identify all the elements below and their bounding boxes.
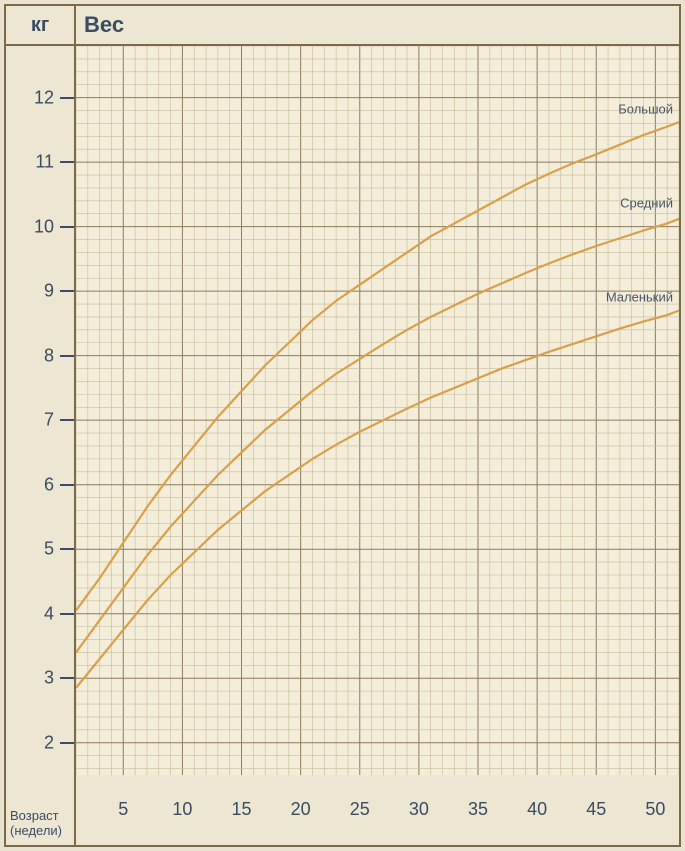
y-axis: 2 3 4 5 6 7 8 9 10 11 12 bbox=[6, 46, 76, 845]
y-tick-label: 8 bbox=[44, 345, 54, 366]
x-axis: Возраст (недели) 5 10 15 20 25 30 35 40 45 50 bbox=[6, 775, 679, 845]
x-tick-label: 10 bbox=[172, 799, 192, 820]
y-tick-label: 5 bbox=[44, 539, 54, 560]
series-label-Маленький: Маленький bbox=[606, 289, 673, 304]
x-axis-label: Возраст (недели) bbox=[6, 809, 76, 839]
x-axis-label-line1: Возраст bbox=[10, 808, 59, 823]
y-tick-label: 3 bbox=[44, 668, 54, 689]
series-Маленький bbox=[76, 311, 679, 688]
y-tick-mark bbox=[60, 742, 74, 744]
y-tick-mark bbox=[60, 161, 74, 163]
x-tick-label: 15 bbox=[232, 799, 252, 820]
y-tick-label: 9 bbox=[44, 281, 54, 302]
y-tick-mark bbox=[60, 548, 74, 550]
y-tick-label: 7 bbox=[44, 410, 54, 431]
x-tick-label: 30 bbox=[409, 799, 429, 820]
y-tick-label: 2 bbox=[44, 732, 54, 753]
y-unit-label: кг bbox=[6, 6, 76, 46]
x-tick-label: 20 bbox=[291, 799, 311, 820]
series-Большой bbox=[76, 122, 679, 610]
y-tick-mark bbox=[60, 613, 74, 615]
x-tick-label: 40 bbox=[527, 799, 547, 820]
y-tick-mark bbox=[60, 97, 74, 99]
series-Средний bbox=[76, 219, 679, 653]
y-tick-label: 4 bbox=[44, 603, 54, 624]
y-tick-mark bbox=[60, 419, 74, 421]
y-tick-label: 12 bbox=[34, 87, 54, 108]
y-tick-mark bbox=[60, 355, 74, 357]
y-tick-mark bbox=[60, 226, 74, 228]
x-axis-label-line2: (недели) bbox=[10, 823, 62, 838]
x-tick-label: 35 bbox=[468, 799, 488, 820]
y-tick-label: 11 bbox=[35, 152, 54, 173]
y-tick-label: 10 bbox=[34, 216, 54, 237]
x-tick-label: 25 bbox=[350, 799, 370, 820]
y-tick-mark bbox=[60, 290, 74, 292]
x-tick-label: 50 bbox=[645, 799, 665, 820]
plot-area: Большой Средний Маленький bbox=[76, 46, 679, 775]
chart-container: кг Вес 23456789101112 БольшойСреднийМале… bbox=[4, 4, 681, 847]
series-label-Средний: Средний bbox=[620, 195, 673, 210]
x-tick-label: 5 bbox=[118, 799, 128, 820]
series-label-Большой: Большой bbox=[618, 102, 673, 117]
chart-title: Вес bbox=[76, 6, 679, 46]
x-tick-label: 45 bbox=[586, 799, 606, 820]
y-tick-mark bbox=[60, 677, 74, 679]
chart-header: кг Вес bbox=[6, 6, 679, 46]
y-tick-mark bbox=[60, 484, 74, 486]
y-tick-label: 6 bbox=[44, 474, 54, 495]
